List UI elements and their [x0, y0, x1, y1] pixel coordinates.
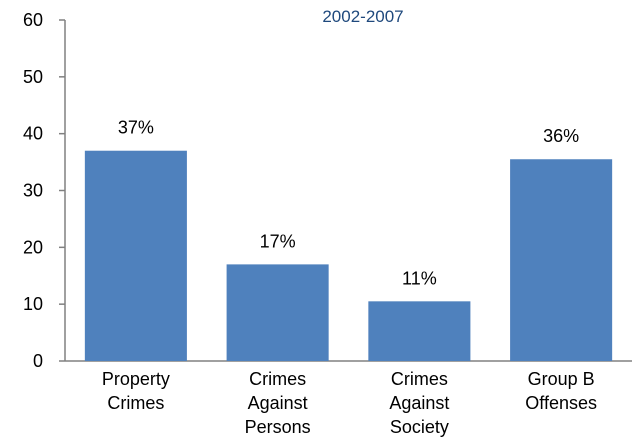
x-axis-labels: Property Crimes Crimes Against Persons Crimes… — [102, 369, 597, 437]
data-label: 17% — [260, 231, 296, 251]
bar — [368, 301, 471, 361]
y-tick-label: 0 — [33, 351, 43, 371]
y-tick-label: 60 — [23, 10, 43, 30]
category-label: Crimes Against Society — [389, 369, 449, 437]
category-label: Crimes Against Persons — [245, 369, 311, 437]
category-label: Group B Offenses — [525, 369, 597, 413]
data-label: 11% — [402, 268, 437, 288]
chart-title: 2002-2007 — [322, 7, 403, 26]
category-label: Property Crimes — [102, 369, 170, 413]
y-tick-label: 30 — [23, 181, 43, 201]
y-tick-label: 40 — [23, 124, 43, 144]
bar — [510, 159, 613, 361]
data-label: 36% — [543, 126, 579, 146]
y-tick-label: 10 — [23, 294, 43, 314]
data-labels: 37% 17% 11% 36% — [118, 118, 579, 289]
y-tick-label: 20 — [23, 237, 43, 257]
data-label: 37% — [118, 118, 154, 138]
bars — [84, 150, 613, 361]
bar — [226, 264, 329, 361]
y-tick-label: 50 — [23, 67, 43, 87]
bar — [84, 150, 187, 361]
